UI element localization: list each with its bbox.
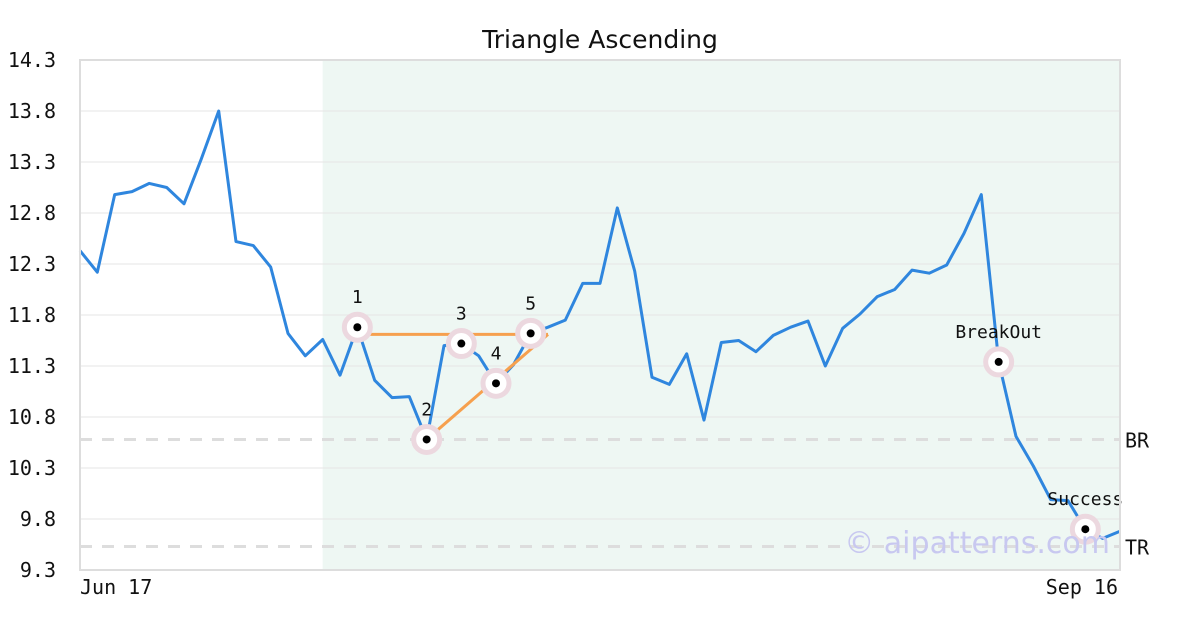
y-tick-label: 14.3 xyxy=(8,48,56,72)
point-dot xyxy=(457,339,466,348)
price-series-layer xyxy=(78,109,1121,540)
point-dot xyxy=(422,435,431,444)
chart-title: Triangle Ascending xyxy=(481,25,718,54)
point-dot xyxy=(994,357,1003,366)
x-tick-label: Jun 17 xyxy=(80,575,152,599)
point-dot xyxy=(1081,525,1090,534)
reference-line-label: TR xyxy=(1125,536,1150,560)
pattern-point: 5 xyxy=(515,293,547,349)
point-label: Success xyxy=(1047,489,1123,510)
pattern-point: 3 xyxy=(445,304,477,360)
x-tick-label: Sep 16 xyxy=(1046,575,1118,599)
point-label: 2 xyxy=(421,399,432,420)
y-tick-label: 10.8 xyxy=(8,405,56,429)
y-tick-label: 10.3 xyxy=(8,456,56,480)
y-tick-label: 9.8 xyxy=(20,507,56,531)
reference-line-label: BR xyxy=(1125,428,1150,452)
y-tick-label: 13.8 xyxy=(8,99,56,123)
y-tick-label: 11.8 xyxy=(8,303,56,327)
point-dot xyxy=(492,379,500,388)
price-line xyxy=(78,109,1121,540)
pattern-point: 1 xyxy=(341,287,373,343)
y-tick-label: 9.3 xyxy=(20,558,56,582)
pattern-point: Success xyxy=(1047,489,1123,545)
y-tick-label: 13.3 xyxy=(8,150,56,174)
y-axis-ticks: 14.3 13.8 13.3 12.8 12.3 11.8 11.3 10.8 10.3 9.8 9… xyxy=(8,48,56,582)
y-tick-label: 11.3 xyxy=(8,354,56,378)
reference-lines-layer: BR TR xyxy=(80,428,1150,560)
point-dot xyxy=(526,329,535,338)
y-tick-label: 12.3 xyxy=(8,252,56,276)
pattern-point: 4 xyxy=(480,343,512,399)
point-label: BreakOut xyxy=(955,322,1042,343)
pattern-point: 2 xyxy=(411,399,443,455)
y-tick-label: 12.8 xyxy=(8,201,56,225)
pattern-point: BreakOut xyxy=(955,322,1042,378)
point-label: 5 xyxy=(525,293,536,314)
watermark: © aipatterns.com xyxy=(844,526,1110,561)
point-label: 4 xyxy=(491,343,502,364)
plot-frame xyxy=(79,59,1121,571)
point-dot xyxy=(353,323,362,332)
x-axis-ticks: Jun 17 Sep 16 xyxy=(80,575,1118,599)
point-label: 3 xyxy=(456,304,467,325)
point-label: 1 xyxy=(352,287,363,308)
pattern-points-layer: 1 2 3 4 5 BreakOut Success xyxy=(341,287,1123,545)
plot-frame-layer xyxy=(79,59,1121,571)
